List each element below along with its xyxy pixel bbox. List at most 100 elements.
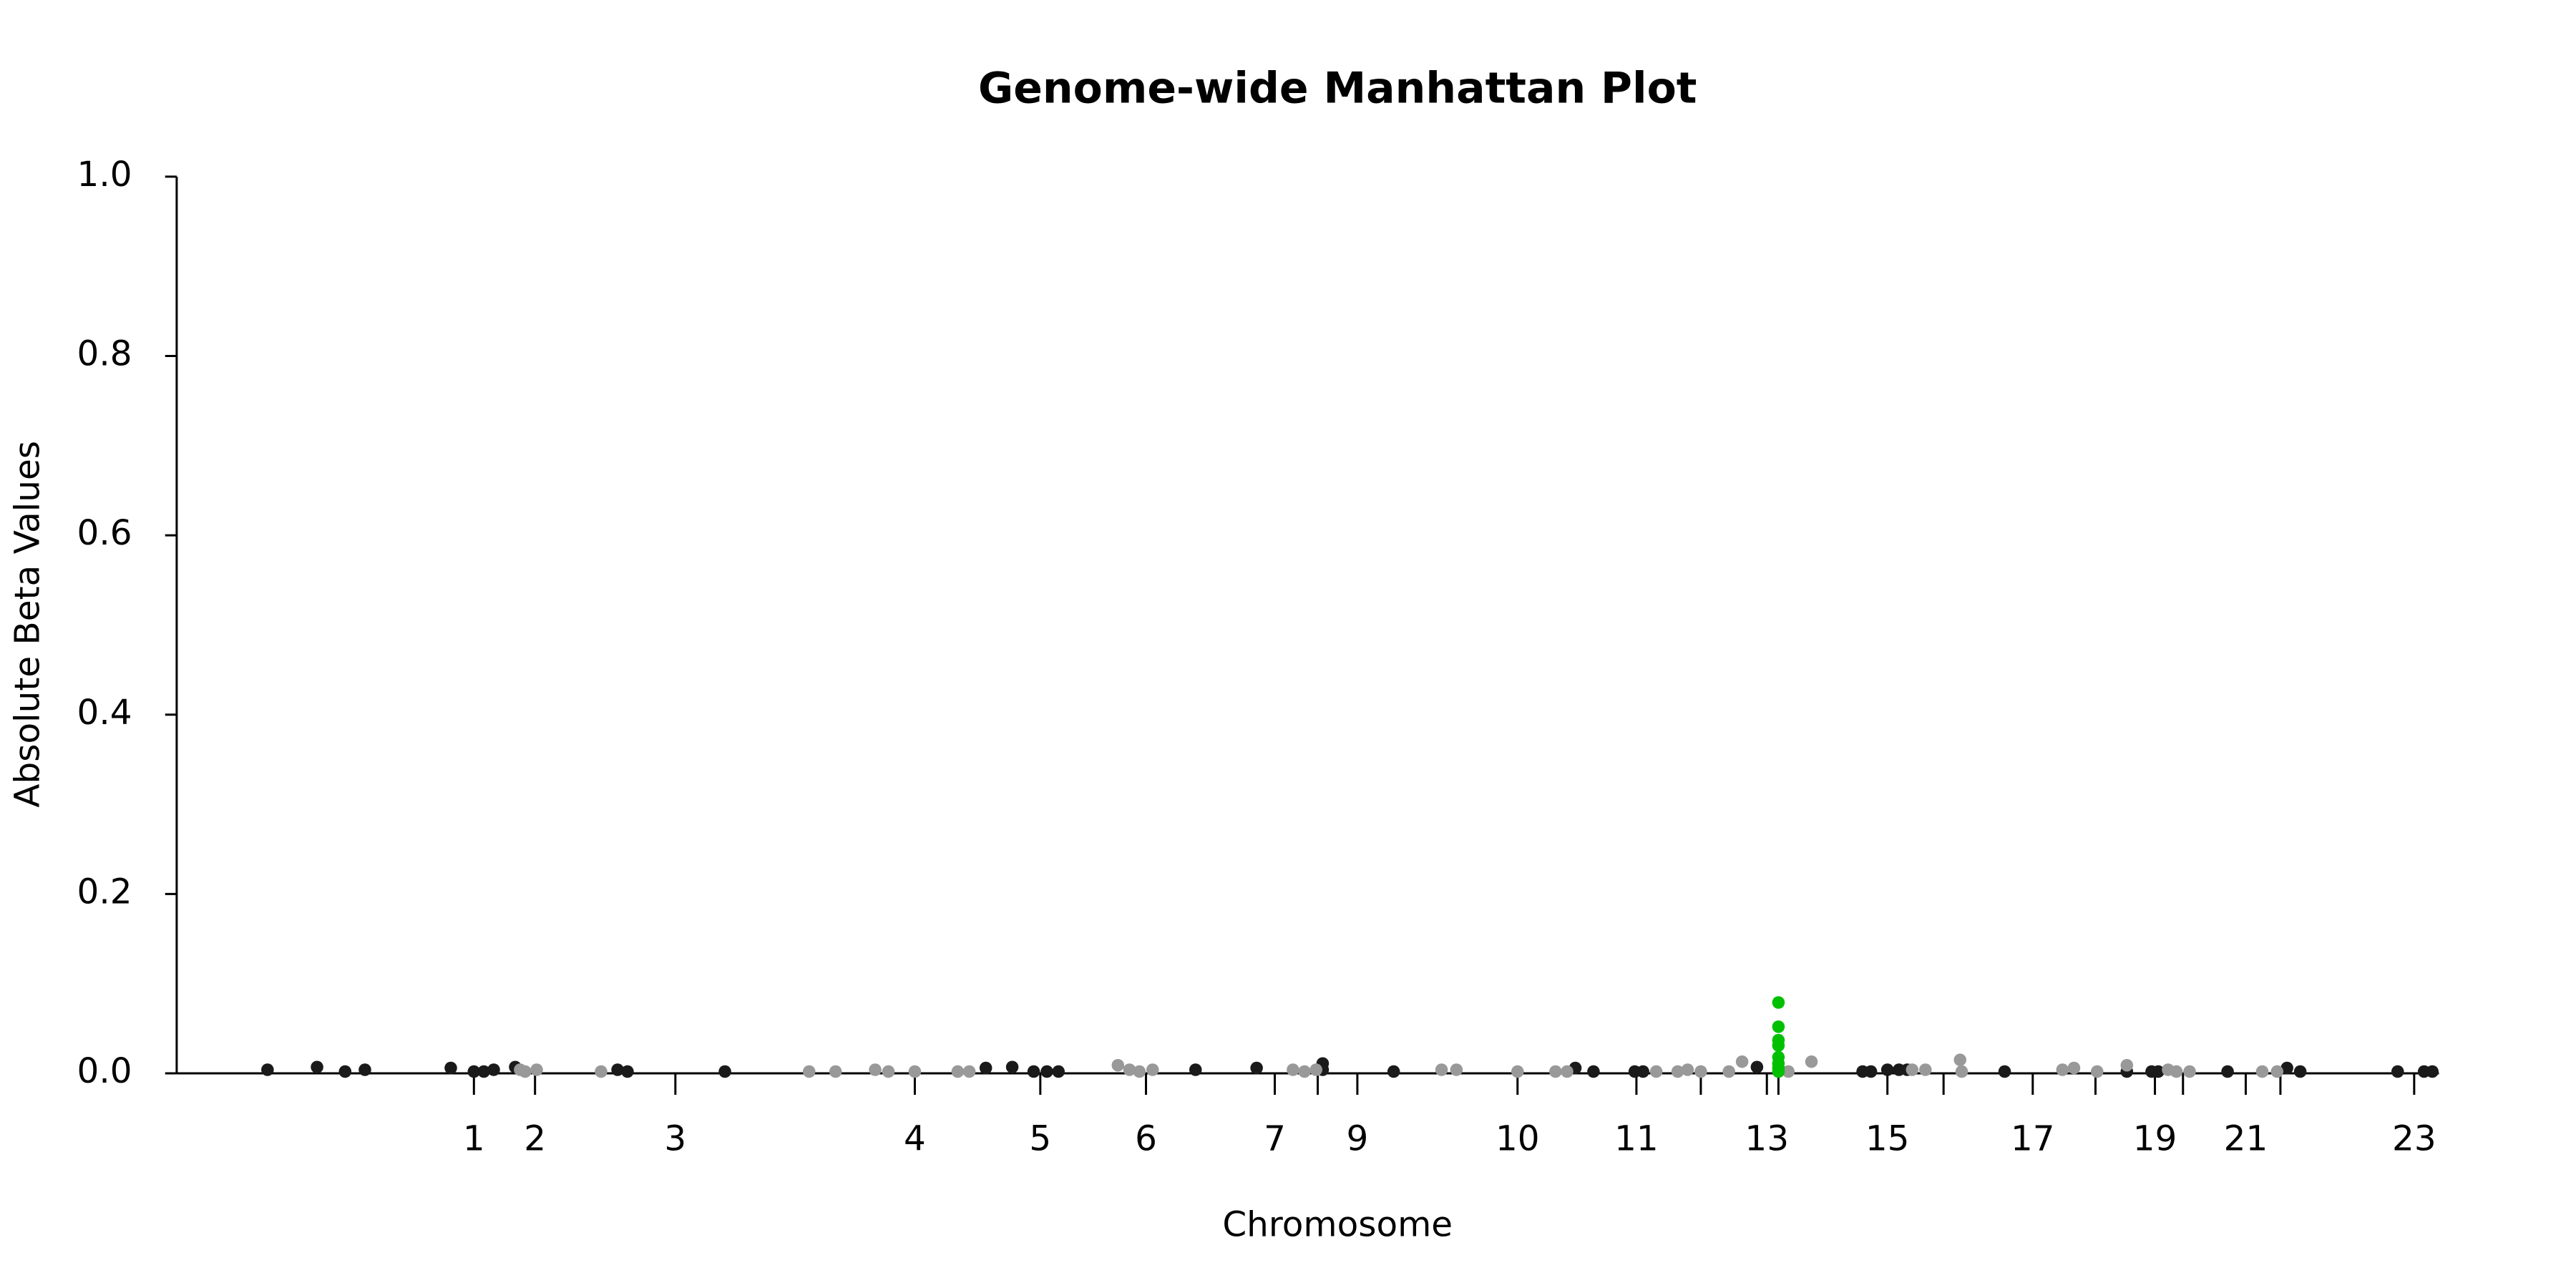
point xyxy=(311,1060,323,1073)
point xyxy=(611,1063,624,1076)
point xyxy=(519,1065,532,1078)
point xyxy=(2255,1065,2269,1078)
point xyxy=(1782,1065,1795,1078)
x-tick-label: 11 xyxy=(1614,1119,1659,1159)
point xyxy=(1387,1065,1400,1078)
point xyxy=(477,1065,490,1078)
point xyxy=(1750,1060,1764,1073)
x-tick-label: 6 xyxy=(1135,1119,1157,1159)
point xyxy=(1864,1065,1878,1078)
point xyxy=(2270,1065,2284,1078)
x-tick-label: 21 xyxy=(2224,1119,2268,1159)
point xyxy=(2183,1065,2196,1078)
point xyxy=(1189,1063,1202,1076)
point xyxy=(869,1063,882,1076)
point xyxy=(2391,1065,2404,1078)
point xyxy=(1735,1055,1749,1068)
point xyxy=(358,1063,371,1076)
point xyxy=(1298,1065,1311,1078)
x-tick-label: 19 xyxy=(2133,1119,2177,1159)
x-tick-label: 2 xyxy=(524,1119,546,1159)
point xyxy=(1955,1065,1968,1078)
point xyxy=(2056,1063,2069,1076)
point xyxy=(951,1065,965,1078)
point xyxy=(2067,1061,2081,1075)
point xyxy=(1772,1065,1785,1078)
point xyxy=(1040,1065,1053,1078)
point xyxy=(1005,1060,1019,1073)
x-tick-label: 17 xyxy=(2011,1119,2055,1159)
point xyxy=(2152,1065,2165,1078)
y-tick-label: 0.8 xyxy=(77,334,132,374)
point xyxy=(1561,1065,1574,1078)
point xyxy=(829,1065,842,1078)
point xyxy=(261,1063,274,1076)
point xyxy=(1953,1053,1966,1066)
x-tick-label: 5 xyxy=(1029,1119,1051,1159)
point xyxy=(1287,1063,1299,1076)
point xyxy=(595,1065,608,1078)
point xyxy=(803,1065,816,1078)
point xyxy=(1805,1055,1818,1068)
point xyxy=(718,1065,731,1078)
point xyxy=(2120,1058,2134,1072)
x-tick-label: 23 xyxy=(2392,1119,2436,1159)
point xyxy=(1435,1063,1448,1076)
x-tick-label: 10 xyxy=(1496,1119,1540,1159)
point xyxy=(1722,1065,1735,1078)
point xyxy=(1772,1020,1785,1033)
y-axis-title: Absolute Beta Values xyxy=(8,441,48,808)
point xyxy=(1880,1063,1894,1076)
point xyxy=(1919,1063,1932,1076)
point xyxy=(882,1065,895,1078)
point xyxy=(1123,1063,1136,1076)
x-tick-label: 15 xyxy=(1865,1119,1910,1159)
point xyxy=(621,1065,634,1078)
point xyxy=(487,1063,500,1076)
y-tick-label: 1.0 xyxy=(77,155,132,195)
x-tick-label: 1 xyxy=(463,1119,485,1159)
x-axis-title: Chromosome xyxy=(1222,1205,1453,1245)
point xyxy=(1146,1063,1159,1076)
y-tick-label: 0.2 xyxy=(77,872,132,912)
point xyxy=(979,1061,992,1075)
point xyxy=(2280,1061,2293,1075)
point xyxy=(1111,1058,1125,1072)
point xyxy=(1450,1063,1463,1076)
point xyxy=(2221,1065,2234,1078)
point xyxy=(2426,1065,2439,1078)
point xyxy=(2091,1065,2104,1078)
point xyxy=(467,1065,481,1078)
point xyxy=(2170,1065,2183,1078)
x-tick-label: 4 xyxy=(904,1119,926,1159)
chart-title: Genome-wide Manhattan Plot xyxy=(978,64,1697,114)
point xyxy=(444,1061,457,1075)
point xyxy=(1133,1065,1146,1078)
point xyxy=(1772,996,1785,1009)
y-tick-label: 0.4 xyxy=(77,693,132,733)
point xyxy=(1772,1039,1785,1052)
y-tick-label: 0.6 xyxy=(77,513,132,553)
point xyxy=(962,1065,976,1078)
x-tick-label: 9 xyxy=(1347,1119,1369,1159)
y-tick-label: 0.0 xyxy=(77,1051,132,1091)
point xyxy=(1052,1065,1065,1078)
x-tick-label: 7 xyxy=(1264,1119,1286,1159)
point xyxy=(2293,1065,2307,1078)
point xyxy=(1636,1065,1649,1078)
point xyxy=(1027,1065,1040,1078)
x-tick-label: 3 xyxy=(664,1119,686,1159)
x-tick-label: 13 xyxy=(1745,1119,1789,1159)
point xyxy=(1906,1063,1919,1076)
point xyxy=(1694,1065,1707,1078)
point xyxy=(1587,1065,1600,1078)
point xyxy=(1671,1065,1684,1078)
point xyxy=(1681,1063,1694,1076)
point xyxy=(1250,1061,1263,1075)
point xyxy=(1649,1065,1663,1078)
point xyxy=(1309,1063,1322,1076)
point xyxy=(908,1065,922,1078)
point xyxy=(1511,1065,1524,1078)
point xyxy=(338,1065,352,1078)
